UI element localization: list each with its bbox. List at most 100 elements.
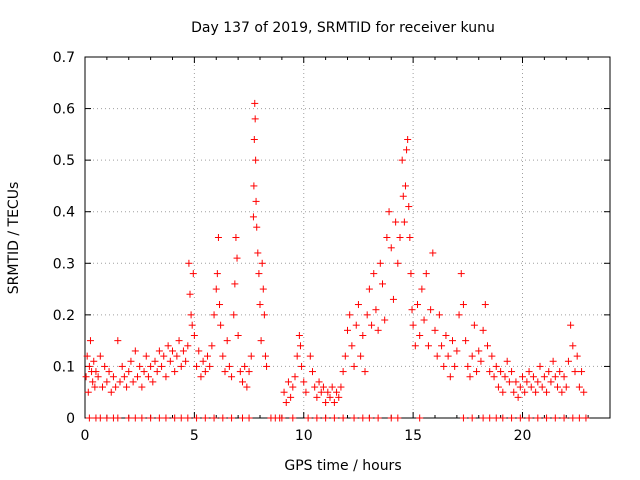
data-point [560, 373, 568, 381]
data-point [247, 352, 255, 360]
zero-point [525, 414, 533, 422]
data-point [295, 331, 303, 339]
data-point [339, 368, 347, 376]
data-point [241, 362, 249, 370]
data-point [573, 352, 581, 360]
data-point [389, 295, 397, 303]
zero-point [569, 414, 577, 422]
data-point [114, 337, 122, 345]
data-point [239, 378, 246, 386]
data-point [374, 326, 382, 334]
zero-point [508, 414, 516, 422]
zero-point [575, 414, 583, 422]
data-point [280, 388, 288, 396]
data-point [335, 393, 343, 401]
data-point [383, 234, 391, 241]
data-point [131, 347, 139, 355]
data-point [420, 316, 428, 324]
data-point [547, 378, 555, 386]
zero-point [499, 414, 507, 422]
data-point [155, 347, 163, 355]
zero-point [339, 414, 347, 422]
zero-point [289, 414, 297, 422]
data-point [322, 399, 330, 407]
data-point [479, 326, 487, 334]
data-point [459, 301, 467, 309]
data-point [189, 270, 197, 278]
data-point [217, 321, 225, 329]
data-point [169, 347, 176, 355]
data-point [368, 321, 376, 329]
data-point [233, 254, 241, 262]
zero-point [543, 414, 551, 422]
data-point [328, 383, 336, 391]
data-point [501, 373, 509, 381]
data-point [376, 259, 384, 267]
data-point [564, 357, 572, 365]
data-point [567, 321, 575, 329]
data-point [444, 352, 452, 360]
data-point [140, 368, 148, 376]
data-point [575, 383, 583, 391]
zero-point [492, 414, 500, 422]
data-point [158, 362, 166, 370]
data-point [306, 352, 314, 360]
data-point [182, 357, 190, 365]
zero-point [313, 414, 321, 422]
data-point [379, 280, 386, 288]
x-tick-label: 5 [190, 428, 199, 444]
data-point [361, 368, 369, 376]
zero-point [394, 414, 402, 422]
data-point [251, 99, 259, 107]
data-point [162, 373, 170, 381]
data-point [538, 383, 546, 391]
data-point [173, 352, 181, 360]
x-tick-label: 15 [404, 428, 422, 444]
data-point [529, 373, 537, 381]
data-point [171, 368, 179, 376]
zero-point [245, 414, 253, 422]
data-point [214, 234, 222, 241]
data-point [136, 362, 144, 370]
data-point [296, 342, 304, 350]
data-point [372, 306, 380, 314]
data-point [120, 373, 128, 381]
data-point [291, 373, 299, 381]
data-point [330, 399, 338, 407]
axes [84, 56, 611, 419]
zero-point [85, 414, 93, 422]
data-point [527, 383, 535, 391]
data-point [252, 197, 260, 205]
zero-point [171, 414, 179, 422]
data-point [481, 301, 489, 309]
data-point [516, 383, 524, 391]
data-point [508, 368, 516, 376]
data-point [416, 331, 424, 339]
data-point [494, 383, 502, 391]
data-point [354, 301, 362, 309]
zero-point [365, 414, 373, 422]
data-point [177, 362, 185, 370]
zero-point [228, 414, 236, 422]
data-point [260, 311, 268, 319]
data-point [433, 352, 441, 360]
y-tick-label: 0.5 [53, 153, 75, 169]
data-point [571, 368, 579, 376]
data-point [147, 362, 155, 370]
x-tick-label: 20 [514, 428, 532, 444]
data-point [438, 342, 446, 350]
data-point [300, 378, 308, 386]
zero-point [582, 414, 590, 422]
data-point [144, 373, 152, 381]
zero-point [219, 414, 227, 422]
zero-point [131, 414, 139, 422]
y-tick-label: 0.1 [53, 359, 75, 375]
y-tick-label: 0.3 [53, 256, 75, 272]
data-point [422, 270, 430, 278]
data-point [309, 368, 316, 376]
data-point [216, 301, 224, 309]
data-point [534, 378, 542, 386]
zero-point [184, 414, 192, 422]
data-point [562, 383, 570, 391]
data-point [464, 362, 472, 370]
